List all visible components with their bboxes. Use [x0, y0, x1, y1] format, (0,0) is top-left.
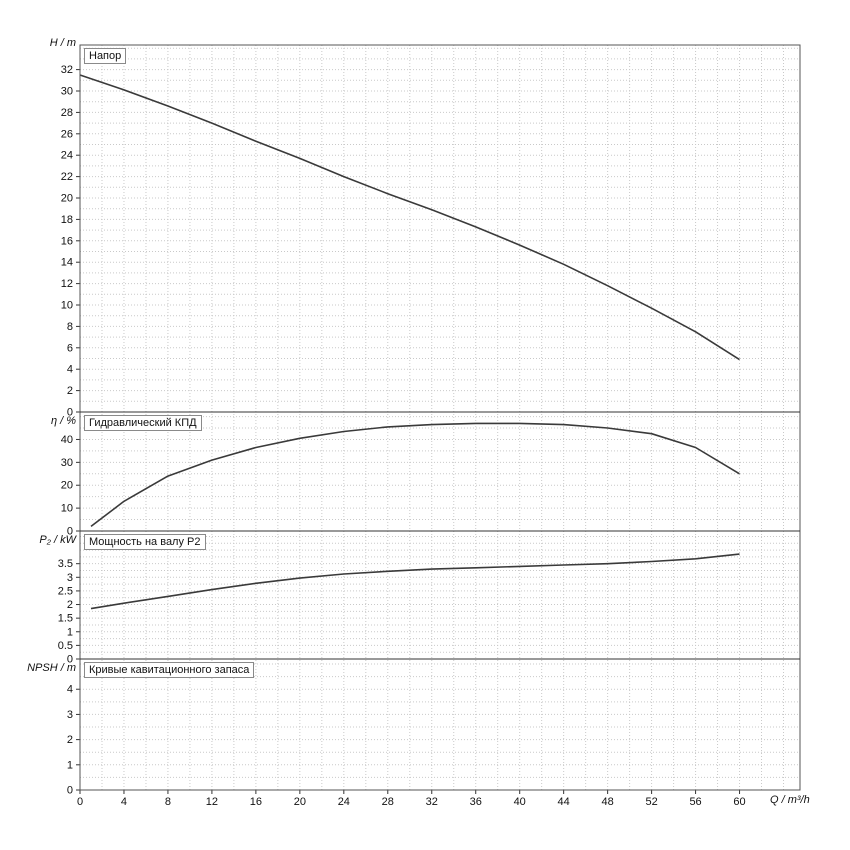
svg-text:40: 40 — [514, 796, 526, 808]
panel-title-power: Мощность на валу P2 — [84, 534, 206, 550]
panel-title-efficiency: Гидравлический КПД — [84, 415, 202, 431]
svg-text:3: 3 — [67, 572, 73, 584]
svg-text:20: 20 — [61, 480, 73, 492]
svg-text:32: 32 — [426, 796, 438, 808]
panel-borders — [79, 44, 801, 791]
y-axis-label-power: P₂ / kW — [39, 534, 76, 546]
svg-text:30: 30 — [61, 86, 73, 98]
svg-text:28: 28 — [61, 107, 73, 119]
svg-text:30: 30 — [61, 457, 73, 469]
shaft-power-p2-curve — [90, 553, 740, 610]
svg-text:2.5: 2.5 — [58, 585, 73, 597]
svg-text:0: 0 — [67, 526, 73, 538]
svg-text:40: 40 — [61, 434, 73, 446]
svg-text:0: 0 — [77, 796, 83, 808]
svg-text:18: 18 — [61, 214, 73, 226]
head-grid — [80, 47, 800, 402]
svg-text:0: 0 — [67, 785, 73, 797]
svg-text:10: 10 — [61, 503, 73, 515]
vertical-grid — [101, 45, 785, 790]
svg-text:3.5: 3.5 — [58, 558, 73, 570]
svg-text:20: 20 — [61, 193, 73, 205]
svg-text:14: 14 — [61, 257, 73, 269]
x-axis-label: Q / m³/h — [770, 794, 810, 806]
svg-text:56: 56 — [689, 796, 701, 808]
panel-title-npsh: Кривые кавитационного запаса — [84, 662, 255, 678]
svg-text:0: 0 — [67, 654, 73, 666]
svg-text:10: 10 — [61, 300, 73, 312]
svg-text:4: 4 — [67, 684, 73, 696]
svg-text:8: 8 — [67, 321, 73, 333]
head-curve — [79, 74, 740, 361]
svg-text:0: 0 — [67, 407, 73, 419]
svg-text:3: 3 — [67, 709, 73, 721]
svg-text:60: 60 — [733, 796, 745, 808]
svg-text:22: 22 — [61, 171, 73, 183]
npsh-y-ticks: 0 1 2 3 4 — [67, 684, 80, 797]
panel-title-head: Напор — [84, 48, 127, 64]
svg-text:8: 8 — [165, 796, 171, 808]
svg-text:0.5: 0.5 — [58, 640, 73, 652]
svg-text:36: 36 — [470, 796, 482, 808]
svg-text:52: 52 — [645, 796, 657, 808]
shaft-power-p2-grid — [80, 535, 800, 653]
svg-text:1: 1 — [67, 626, 73, 638]
svg-text:24: 24 — [61, 150, 73, 162]
shaft-power-p2-y-ticks: 0 0.5 11.5 2 2.53 3.5 — [58, 558, 80, 666]
svg-text:1.5: 1.5 — [58, 613, 73, 625]
svg-text:12: 12 — [61, 278, 73, 290]
svg-text:2: 2 — [67, 599, 73, 611]
y-axis-label-npsh: NPSH / m — [27, 662, 76, 674]
svg-text:32: 32 — [61, 64, 73, 76]
svg-text:12: 12 — [206, 796, 218, 808]
npsh-grid — [80, 663, 800, 778]
svg-text:26: 26 — [61, 128, 73, 140]
svg-text:28: 28 — [382, 796, 394, 808]
svg-text:20: 20 — [294, 796, 306, 808]
svg-text:2: 2 — [67, 385, 73, 397]
svg-text:16: 16 — [61, 235, 73, 247]
svg-text:1: 1 — [67, 759, 73, 771]
svg-text:4: 4 — [67, 364, 73, 376]
svg-text:44: 44 — [558, 796, 570, 808]
svg-text:6: 6 — [67, 342, 73, 354]
svg-text:2: 2 — [67, 734, 73, 746]
svg-text:24: 24 — [338, 796, 350, 808]
x-ticks: 0 4 8 12 16 20 24 28 32 36 40 44 48 52 56 60 — [77, 790, 746, 808]
y-axis-label-head: H / m — [49, 37, 76, 49]
svg-text:16: 16 — [250, 796, 262, 808]
hydraulic-efficiency-y-ticks: 0 10 20 30 40 — [61, 434, 80, 538]
y-axis-label-efficiency: η / % — [50, 415, 76, 427]
hydraulic-efficiency-curve — [90, 422, 740, 528]
svg-text:4: 4 — [121, 796, 127, 808]
svg-text:48: 48 — [602, 796, 614, 808]
